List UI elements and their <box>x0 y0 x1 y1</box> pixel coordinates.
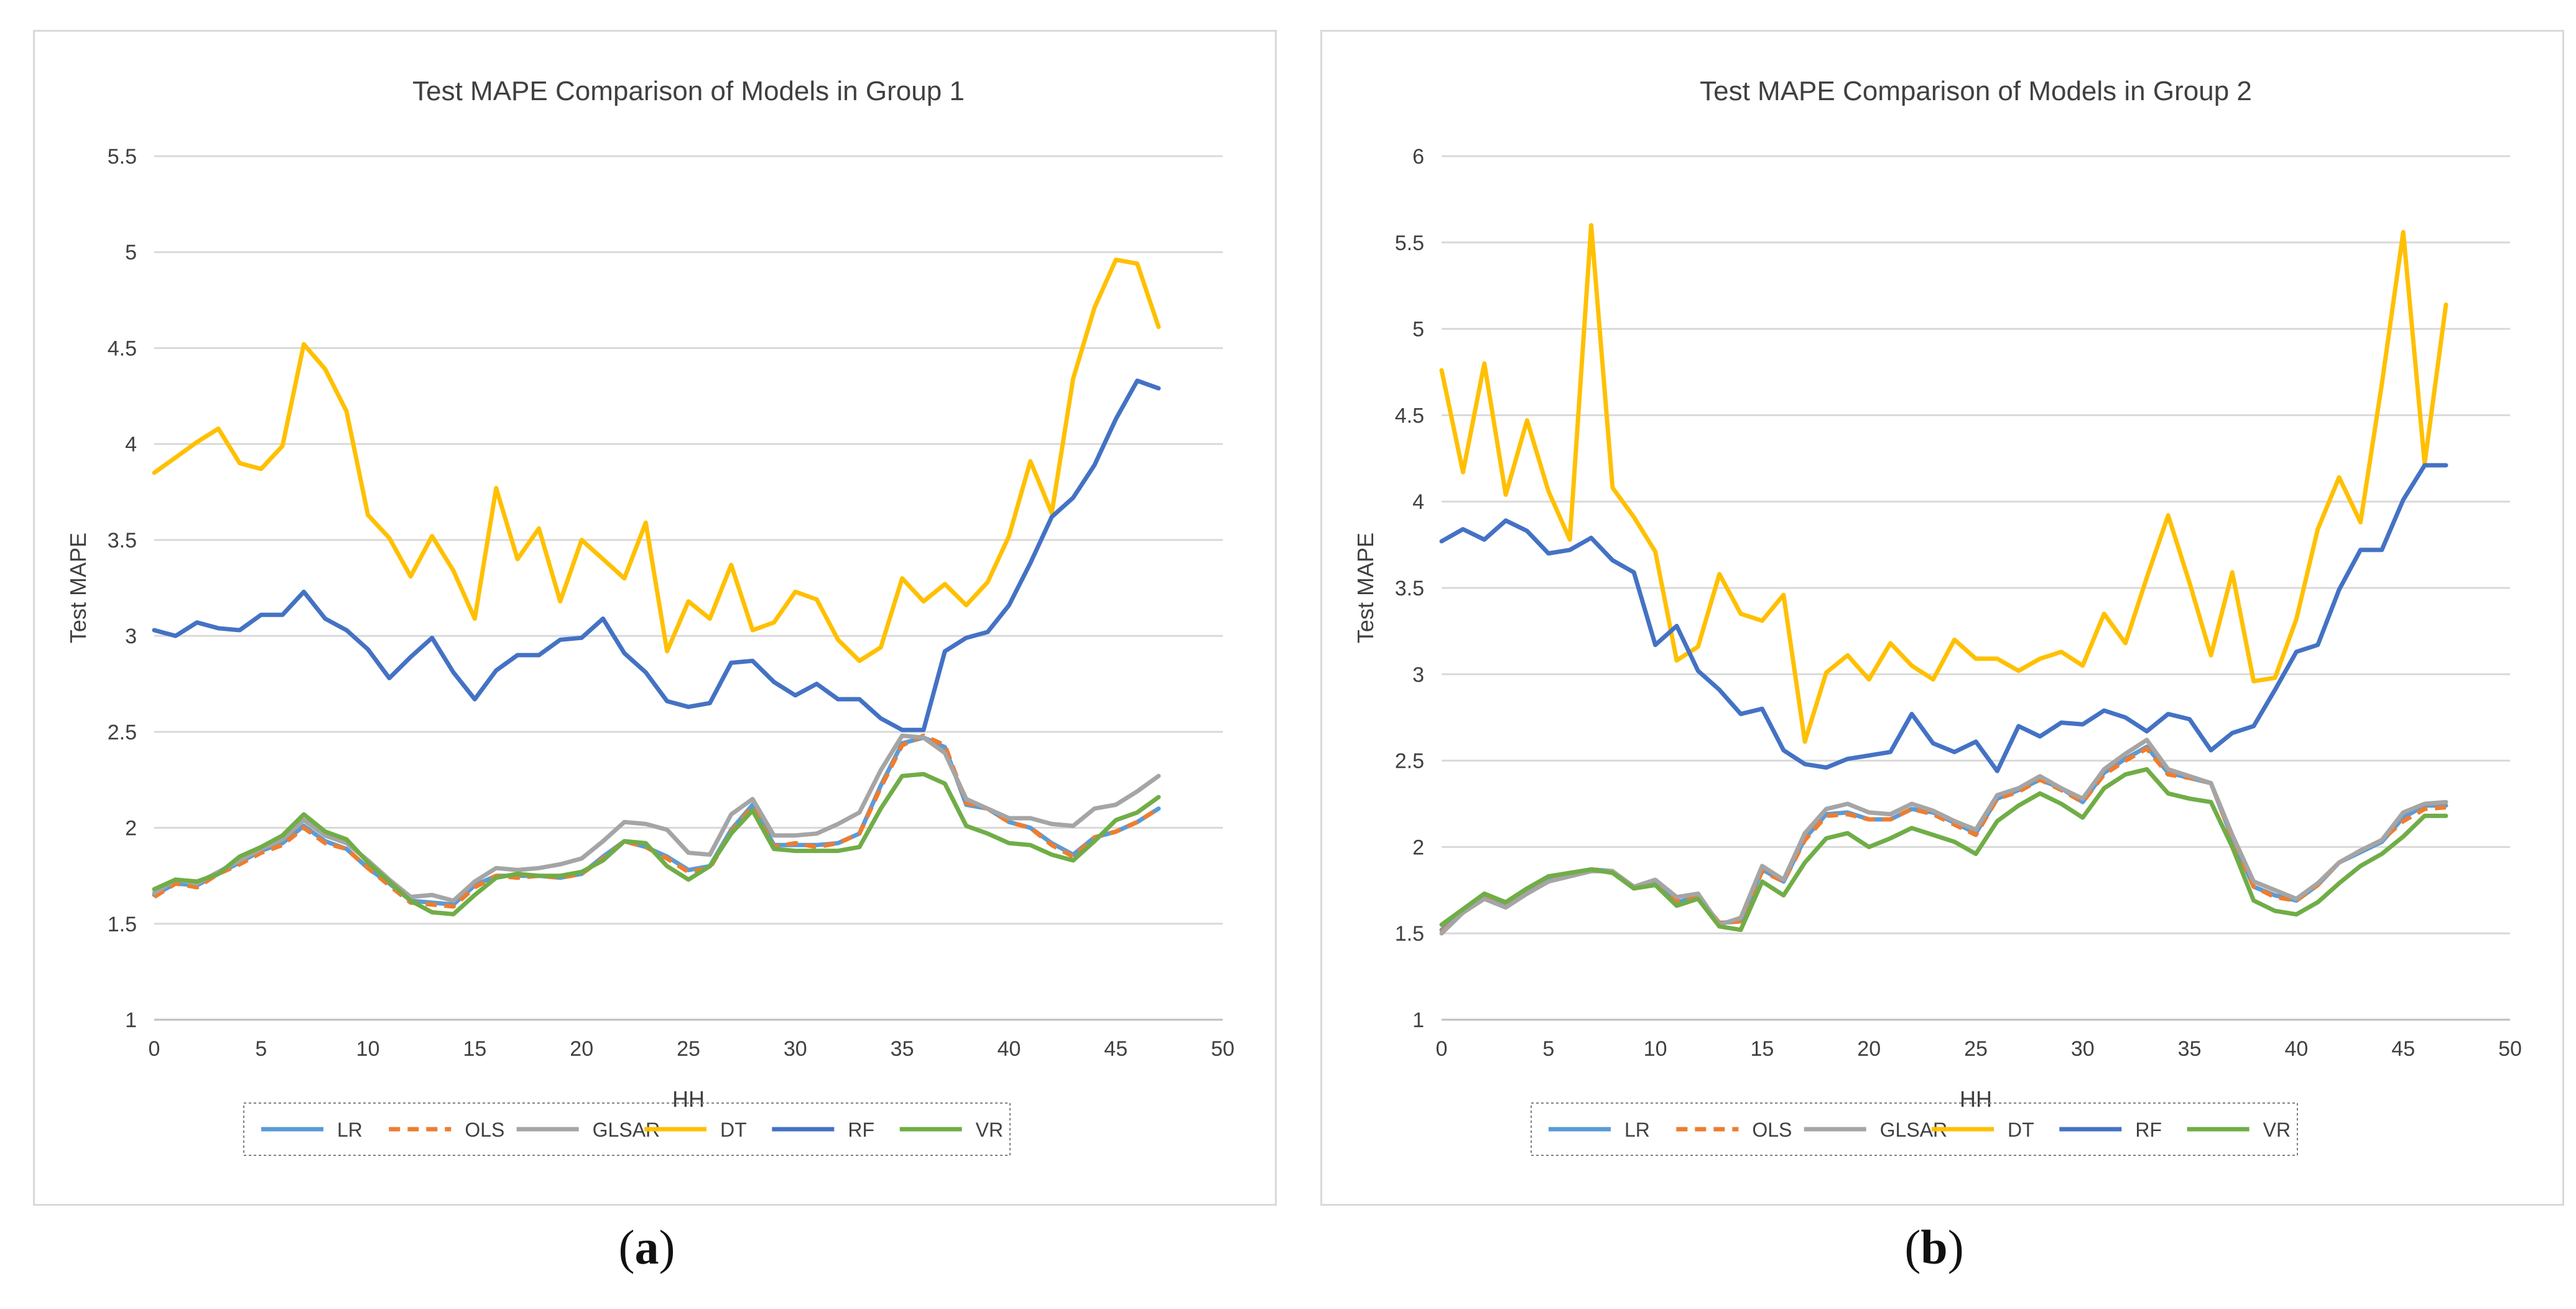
y-axis-label: Test MAPE <box>65 533 91 643</box>
x-tick-label: 50 <box>1211 1037 1235 1061</box>
y-tick-label: 5 <box>125 241 137 264</box>
series-line-vr <box>1439 767 2449 933</box>
y-tick-label: 1.5 <box>1395 922 1424 946</box>
x-tick-label: 30 <box>784 1037 807 1061</box>
x-tick-label: 50 <box>2498 1037 2522 1061</box>
x-tick-label: 25 <box>677 1037 700 1061</box>
x-axis-label: HH <box>672 1086 705 1112</box>
legend-label-lr: LR <box>337 1119 363 1141</box>
x-tick-label: 15 <box>463 1037 486 1061</box>
x-tick-label: 45 <box>2391 1037 2415 1061</box>
x-tick-label: 0 <box>1436 1037 1448 1061</box>
y-tick-label: 2 <box>1412 836 1424 859</box>
legend-label-ols: OLS <box>1752 1119 1792 1141</box>
x-tick-label: 35 <box>891 1037 914 1061</box>
chart-title: Test MAPE Comparison of Models in Group … <box>412 76 965 106</box>
x-tick-label: 40 <box>2284 1037 2308 1061</box>
legend-box <box>1531 1102 2298 1156</box>
y-tick-label: 1 <box>1412 1009 1424 1032</box>
x-tick-label: 0 <box>149 1037 160 1061</box>
chart-svg-b: Test MAPE Comparison of Models in Group … <box>1353 76 2522 1156</box>
y-tick-label: 3 <box>1412 663 1424 687</box>
x-tick-label: 10 <box>1644 1037 1667 1061</box>
subfigure-label-b: (b) <box>1904 1220 1964 1274</box>
chart-title: Test MAPE Comparison of Models in Group … <box>1700 76 2252 106</box>
y-tick-label: 3.5 <box>108 529 137 552</box>
legend-label-dt: DT <box>2008 1119 2034 1141</box>
x-tick-label: 25 <box>1964 1037 1988 1061</box>
legend-box <box>243 1102 1011 1156</box>
y-tick-label: 4 <box>125 433 137 457</box>
y-tick-label: 6 <box>1412 145 1424 169</box>
y-tick-label: 2.5 <box>108 720 137 744</box>
chart-panel-a: Test MAPE Comparison of Models in Group … <box>33 30 1277 1206</box>
y-tick-label: 2 <box>125 817 137 841</box>
legend-label-vr: VR <box>2263 1119 2291 1141</box>
x-tick-label: 5 <box>1542 1037 1554 1061</box>
series-line-rf <box>1439 463 2449 773</box>
x-axis-label: HH <box>1960 1086 1992 1112</box>
y-tick-label: 4.5 <box>1395 404 1424 427</box>
subfigure-label-a: (a) <box>618 1220 675 1274</box>
chart-svg-a: Test MAPE Comparison of Models in Group … <box>65 76 1235 1156</box>
series-line-dt <box>1439 223 2449 744</box>
series-line-dt <box>152 258 1161 663</box>
x-tick-label: 45 <box>1104 1037 1128 1061</box>
y-tick-label: 4.5 <box>108 337 137 360</box>
y-tick-label: 3.5 <box>1395 577 1424 600</box>
x-tick-label: 20 <box>1857 1037 1881 1061</box>
legend-label-rf: RF <box>848 1119 874 1141</box>
x-tick-label: 20 <box>570 1037 593 1061</box>
x-tick-label: 30 <box>2071 1037 2095 1061</box>
series-line-vr <box>152 771 1161 916</box>
x-tick-label: 15 <box>1750 1037 1774 1061</box>
legend-label-rf: RF <box>2135 1119 2162 1141</box>
legend-label-dt: DT <box>720 1119 747 1141</box>
y-tick-label: 2.5 <box>1395 750 1424 773</box>
chart-panel-b: Test MAPE Comparison of Models in Group … <box>1320 30 2564 1206</box>
legend-label-lr: LR <box>1624 1119 1650 1141</box>
y-tick-label: 4 <box>1412 490 1424 514</box>
x-tick-label: 40 <box>997 1037 1021 1061</box>
y-axis-label: Test MAPE <box>1353 533 1378 643</box>
y-tick-label: 5 <box>1412 318 1424 342</box>
y-tick-label: 5.5 <box>108 145 137 169</box>
x-tick-label: 10 <box>356 1037 380 1061</box>
x-tick-label: 5 <box>255 1037 267 1061</box>
legend-label-ols: OLS <box>465 1119 504 1141</box>
y-tick-label: 1 <box>125 1009 137 1032</box>
legend-label-vr: VR <box>976 1119 1003 1141</box>
y-tick-label: 1.5 <box>108 913 137 936</box>
y-tick-label: 3 <box>125 625 137 648</box>
y-tick-label: 5.5 <box>1395 231 1424 255</box>
series-line-glsar <box>152 734 1161 903</box>
series-line-rf <box>152 378 1161 732</box>
x-tick-label: 35 <box>2178 1037 2202 1061</box>
